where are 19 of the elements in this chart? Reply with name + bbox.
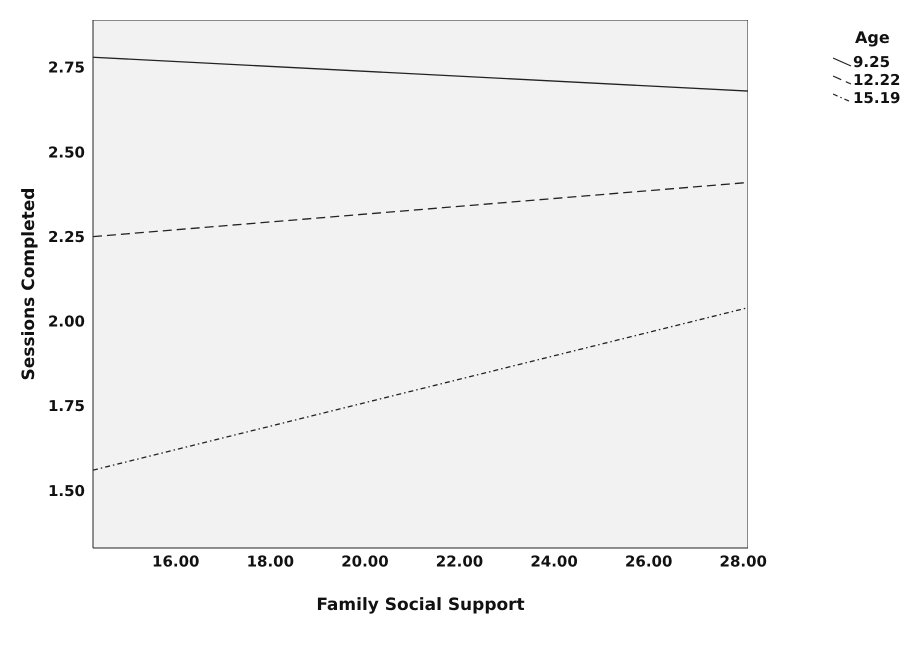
x-tick-label: 16.00 — [152, 552, 200, 571]
legend-label: 9.25 — [853, 53, 890, 71]
y-tick-label: 2.00 — [48, 312, 85, 331]
x-axis-title: Family Social Support — [316, 595, 525, 615]
x-tick-label: 18.00 — [246, 552, 294, 571]
x-tick-label: 22.00 — [436, 552, 484, 571]
legend-label: 12.22 — [853, 71, 900, 89]
x-tick-label: 20.00 — [341, 552, 389, 571]
legend-label: 15.19 — [853, 89, 900, 107]
y-axis-title: Sessions Completed — [19, 188, 40, 380]
y-tick-label: 1.75 — [48, 397, 85, 416]
x-tick-label: 24.00 — [530, 552, 578, 571]
y-tick-label: 2.75 — [48, 58, 85, 77]
y-tick-label: 2.25 — [48, 228, 85, 246]
y-tick-label: 2.50 — [48, 143, 85, 162]
legend-title: Age — [855, 28, 891, 47]
y-tick-label: 1.50 — [48, 482, 85, 500]
x-tick-label: 26.00 — [624, 552, 672, 571]
x-tick-label: 28.00 — [720, 552, 767, 571]
